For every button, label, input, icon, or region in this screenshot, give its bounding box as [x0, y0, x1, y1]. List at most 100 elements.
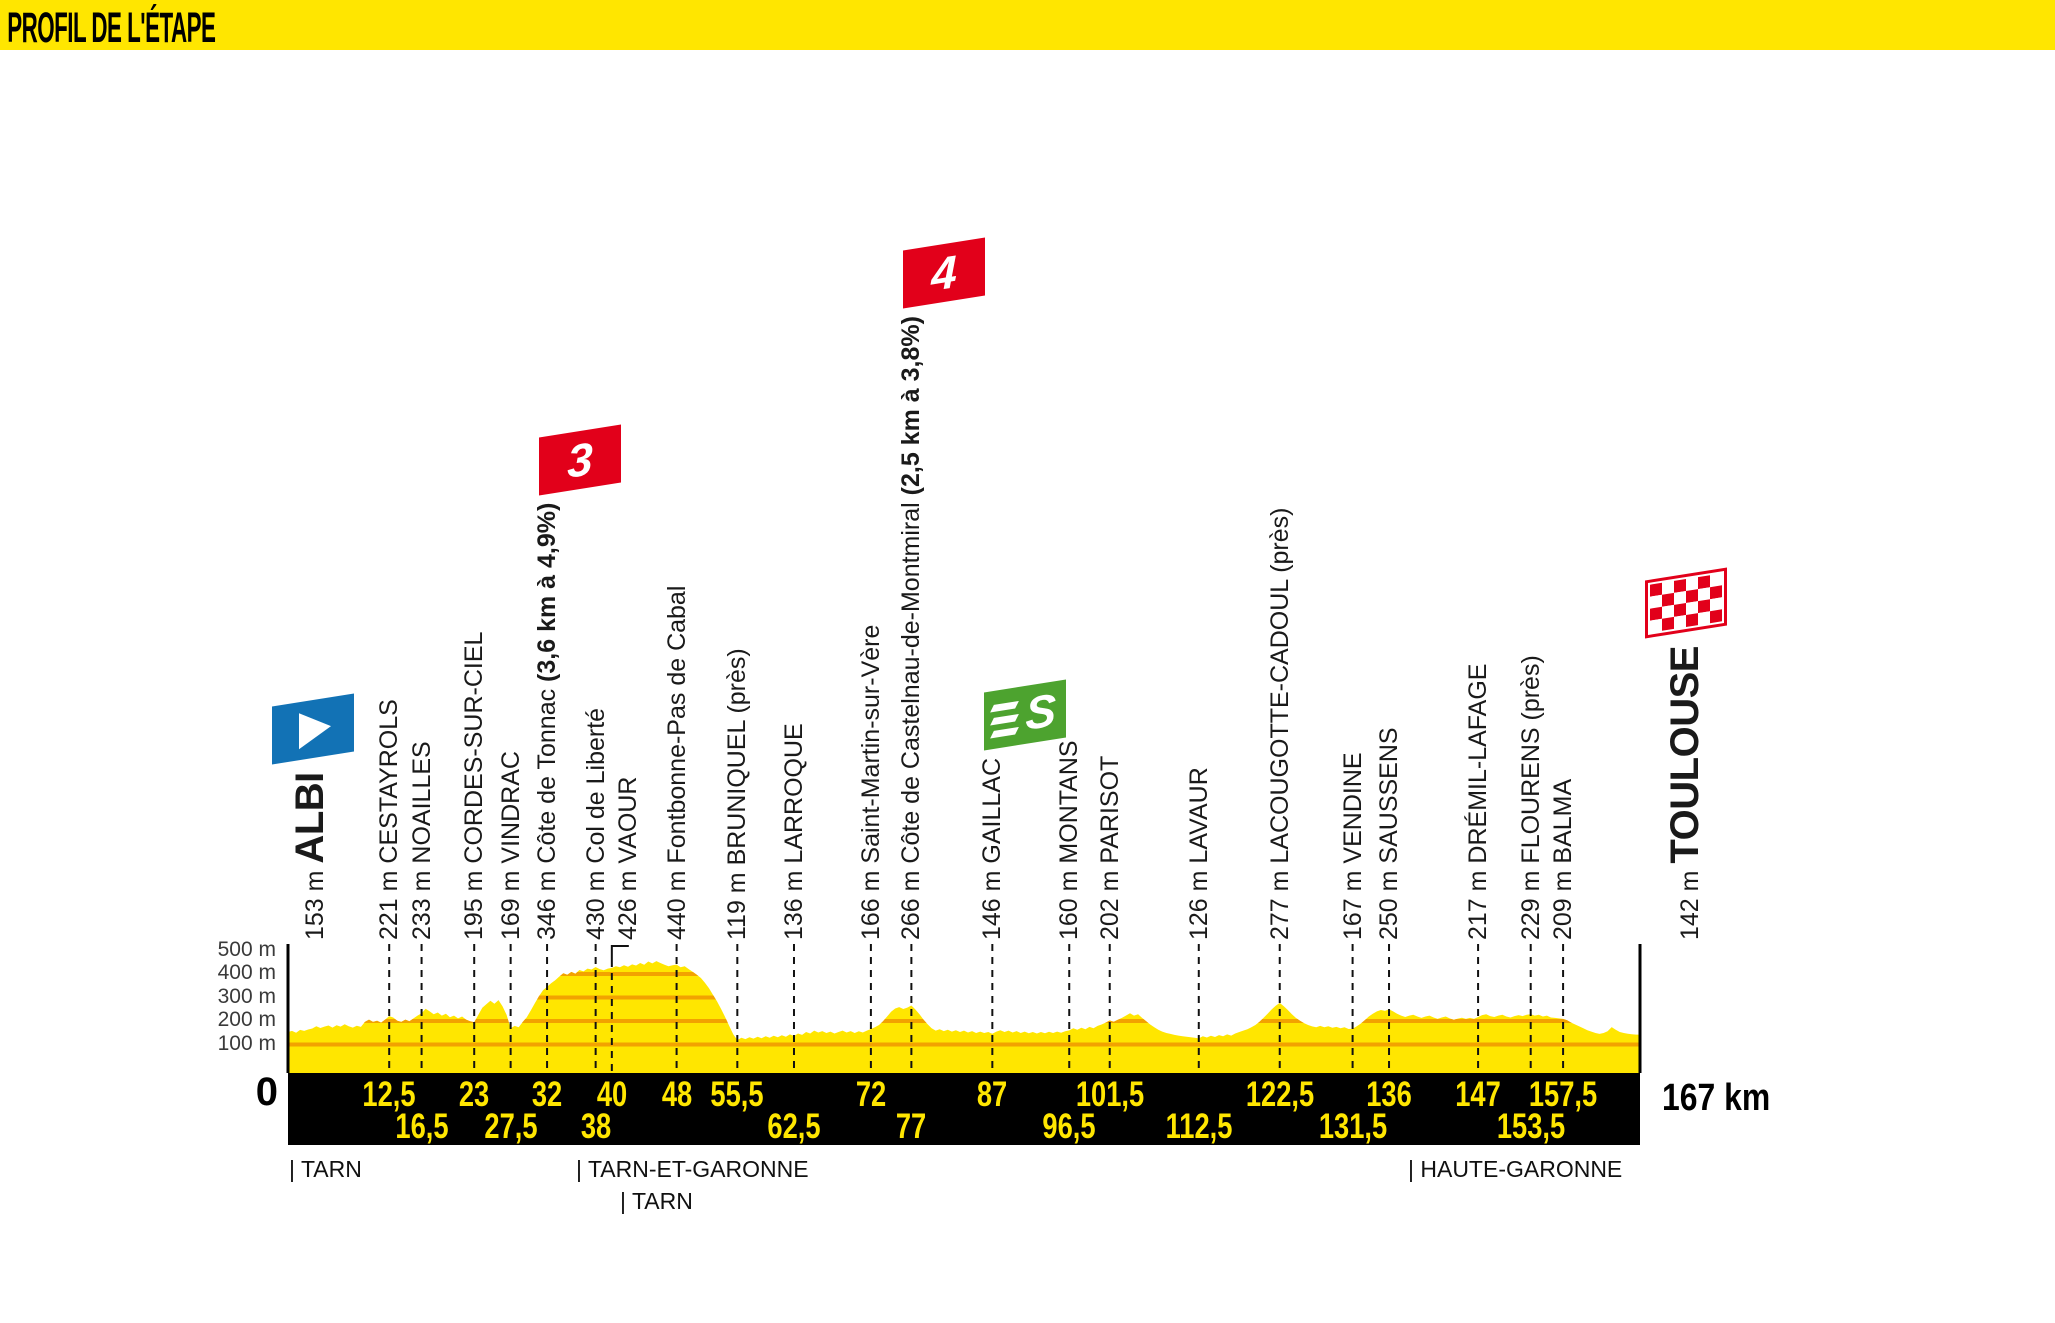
km-marker-label: 122,5	[1245, 1075, 1314, 1114]
km-marker-label: 12,5	[362, 1075, 416, 1114]
sprint-letter: S	[1025, 683, 1057, 740]
waypoint-label: 209 m BALMA	[1548, 779, 1578, 940]
waypoint-elevation: 430 m Col de Liberté	[581, 707, 610, 940]
km-marker-label: 131,5	[1318, 1107, 1387, 1146]
department-label: | TARN	[620, 1188, 693, 1214]
y-tick-label: 300 m	[217, 984, 276, 1008]
waypoint-elevation: 440 m Fontbonne-Pas de Cabal	[662, 585, 691, 940]
km-marker-label: 27,5	[484, 1107, 538, 1146]
waypoint-elevation: 233 m NOAILLES	[407, 741, 436, 940]
y-tick-label: 100 m	[217, 1031, 276, 1055]
waypoint-label: 229 m FLOURENS (près)	[1516, 655, 1546, 940]
km-marker-label: 101,5	[1075, 1075, 1144, 1114]
waypoint-label: 221 m CESTAYROLS	[374, 699, 404, 940]
waypoint-label: 277 m LACOUGOTTE-CADOUL (près)	[1265, 508, 1295, 940]
department-label: | HAUTE-GARONNE	[1408, 1156, 1623, 1182]
waypoint-elevation: 229 m FLOURENS (près)	[1516, 655, 1545, 940]
page-header: PROFIL DE L'ÉTAPE	[0, 0, 2055, 52]
km-marker-label: 157,5	[1528, 1075, 1598, 1114]
checker-cell	[1686, 613, 1698, 627]
checker-cell	[1650, 618, 1662, 633]
km-marker-label: 48	[661, 1075, 692, 1114]
km-marker-label: 40	[596, 1075, 628, 1114]
waypoint-label: 195 m CORDES-SUR-CIEL	[459, 632, 489, 940]
waypoint-dashed-lines	[388, 944, 1565, 1073]
page-title: PROFIL DE L'ÉTAPE	[7, 4, 216, 52]
waypoint-label: 202 m PARISOT	[1095, 756, 1125, 940]
km-marker-label: 32	[531, 1075, 563, 1114]
km-marker-label: 87	[977, 1075, 1008, 1114]
waypoint-elevation: 169 m VINDRAC	[496, 751, 525, 940]
km-marker-label: 136	[1366, 1075, 1412, 1114]
waypoint-elevation: 277 m LACOUGOTTE-CADOUL (près)	[1265, 507, 1294, 940]
total-distance-label: 167 km	[1662, 1077, 1771, 1119]
department-label: | TARN-ET-GARONNE	[576, 1156, 809, 1182]
km-marker-label: 23	[459, 1075, 490, 1114]
km-marker-label: 72	[855, 1075, 887, 1114]
distance-bar	[288, 1073, 1640, 1145]
waypoint-elevation: 221 m CESTAYROLS	[375, 699, 404, 940]
km-marker-label: 55,5	[710, 1075, 764, 1114]
checker-cell	[1698, 611, 1710, 626]
waypoint-elevation: 146 m GAILLAC	[978, 757, 1007, 940]
waypoint-label: 153 m ALBI	[288, 772, 335, 940]
waypoint-name-bold: (3,6 km à 4,9%)	[533, 502, 562, 682]
waypoint-elevation: 217 m DRÉMIL-LAFAGE	[1464, 663, 1493, 940]
waypoint-elevation: 250 m SAUSSENS	[1375, 727, 1404, 940]
play-icon	[299, 708, 331, 750]
waypoint-label: 430 m Col de Liberté	[581, 708, 611, 940]
waypoint-name-bold: ALBI	[288, 772, 332, 864]
waypoint-label: 126 m LAVAUR	[1184, 767, 1214, 940]
checker-cell	[1662, 616, 1674, 631]
waypoint-label: 166 m Saint-Martin-sur-Vère	[856, 625, 886, 940]
sprint-speed-line	[990, 713, 1020, 726]
department-label: | TARN	[289, 1156, 362, 1182]
checker-cell	[1710, 609, 1722, 624]
waypoint-elevation: 426 m VAOUR	[613, 776, 642, 940]
waypoint-elevation: 142 m	[1676, 863, 1704, 940]
waypoint-elevation: 126 m LAVAUR	[1184, 767, 1213, 940]
y-tick-label: 500 m	[217, 937, 276, 961]
elevation-area	[288, 961, 1640, 1073]
km-marker-label: 96,5	[1042, 1107, 1096, 1146]
km-marker-label: 16,5	[395, 1107, 449, 1146]
waypoint-name-bold: (2,5 km à 3,8%)	[897, 316, 926, 496]
waypoint-elevation: 202 m PARISOT	[1095, 755, 1124, 940]
waypoint-elevation: 160 m MONTANS	[1055, 740, 1084, 940]
y-tick-label: 400 m	[217, 961, 276, 984]
sprint-speed-line	[990, 726, 1020, 739]
waypoint-elevation: 153 m	[301, 863, 329, 940]
waypoint-elevation: 195 m CORDES-SUR-CIEL	[460, 631, 489, 940]
y-tick-label: 200 m	[217, 1008, 276, 1031]
waypoint-label: 119 m BRUNIQUEL (près)	[722, 648, 752, 940]
waypoint-elevation: 209 m BALMA	[1549, 778, 1578, 940]
waypoint-label: 426 m VAOUR	[613, 777, 643, 940]
sprint-speed-line	[990, 700, 1020, 713]
waypoint-label: 440 m Fontbonne-Pas de Cabal	[662, 586, 692, 940]
waypoint-elevation: 136 m LARROQUE	[779, 723, 808, 940]
waypoint-elevation: 346 m Côte de Tonnac	[533, 681, 562, 940]
waypoint-elevation: 266 m Côte de Castelnau-de-Montmiral	[897, 495, 926, 940]
vaour-elbow-connector	[610, 945, 629, 960]
waypoint-name-bold: TOULOUSE	[1663, 646, 1707, 864]
waypoint-elevation: 166 m Saint-Martin-sur-Vère	[856, 624, 885, 940]
km-marker-label: 62,5	[767, 1107, 821, 1146]
km-marker-label: 112,5	[1165, 1107, 1233, 1146]
waypoint-label: 169 m VINDRAC	[496, 751, 526, 940]
waypoint-label: 217 m DRÉMIL-LAFAGE	[1463, 664, 1493, 940]
waypoint-label: 266 m Côte de Castelnau-de-Montmiral (2,…	[896, 316, 926, 940]
waypoint-elevation: 167 m VENDINE	[1338, 752, 1367, 940]
waypoint-label: 167 m VENDINE	[1338, 752, 1368, 940]
km-marker-label: 38	[580, 1107, 611, 1146]
waypoint-label: 146 m GAILLAC	[977, 758, 1007, 940]
waypoint-label: 233 m NOAILLES	[407, 741, 437, 940]
km-marker-label: 147	[1455, 1075, 1501, 1114]
waypoint-label: 346 m Côte de Tonnac (3,6 km à 4,9%)	[532, 503, 562, 940]
km-marker-label: 77	[896, 1107, 927, 1146]
start-km-label: 0	[255, 1070, 278, 1114]
waypoint-label: 160 m MONTANS	[1054, 740, 1084, 940]
waypoint-label: 142 m TOULOUSE	[1663, 646, 1710, 940]
km-marker-label: 153,5	[1496, 1107, 1565, 1146]
